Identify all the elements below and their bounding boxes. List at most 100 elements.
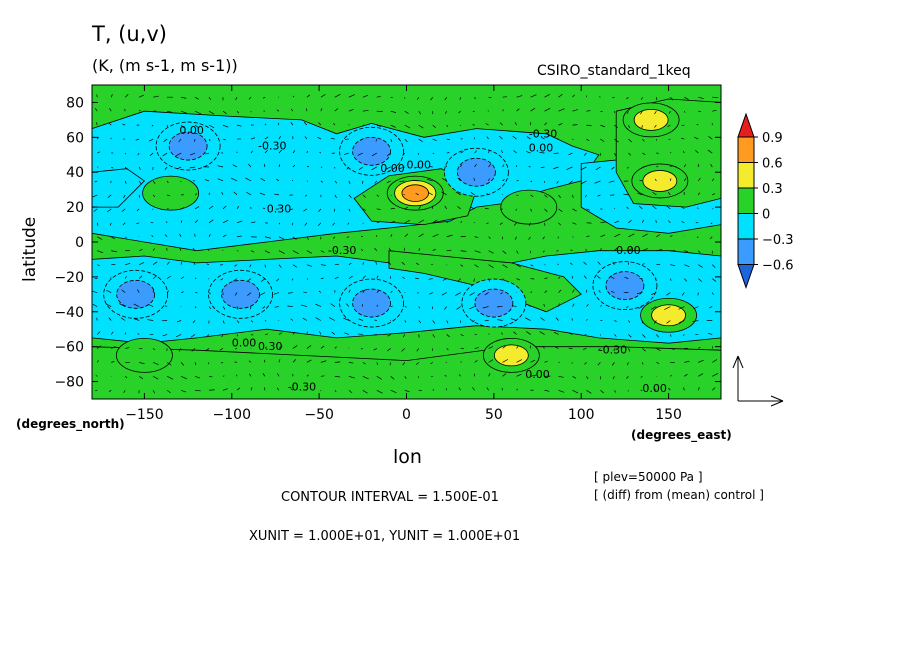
wind-vector (418, 110, 421, 115)
wind-vector (608, 180, 615, 183)
wind-vector (276, 278, 280, 282)
wind-vector (306, 374, 309, 377)
wind-vector (399, 166, 405, 170)
wind-vector (486, 193, 489, 196)
wind-vector (236, 334, 238, 337)
wind-vector (292, 250, 299, 255)
wind-vector (544, 389, 550, 392)
contour-label: 0.00 (232, 337, 257, 350)
wind-vector (488, 96, 492, 99)
wind-vector (528, 222, 531, 226)
wind-vector (642, 152, 646, 155)
wind-vector (614, 138, 619, 143)
wind-vector (485, 123, 489, 126)
wind-vector (152, 390, 156, 394)
wind-vector (194, 124, 200, 129)
wind-vector (152, 376, 159, 380)
wind-vector (711, 178, 715, 182)
wind-vector (148, 304, 154, 307)
wind-vector (390, 376, 395, 380)
wind-vector (124, 180, 127, 184)
wind-vector (260, 278, 266, 282)
wind-vector (684, 164, 687, 168)
wind-vector (474, 150, 478, 154)
wind-vector (415, 192, 419, 196)
wind-vector (530, 291, 533, 293)
wind-vector (612, 376, 615, 380)
wind-vector (167, 110, 172, 113)
x-tick-label: −150 (125, 407, 163, 423)
wind-vector (179, 233, 182, 237)
wind-vector (347, 222, 350, 225)
wind-vector (208, 205, 214, 210)
contour-feature-6-level-1 (500, 189, 558, 225)
wind-vector (474, 264, 479, 268)
colorbar-segment (737, 238, 755, 265)
wind-vector (315, 303, 322, 307)
wind-vector (446, 220, 450, 224)
colorbar-label: −0.6 (762, 259, 794, 274)
wind-vector (263, 387, 266, 391)
wind-vector (107, 194, 112, 198)
wind-vector (638, 205, 643, 210)
wind-vector (191, 348, 196, 352)
wind-vector (472, 320, 475, 323)
wind-vector (553, 152, 559, 155)
contour-feature-9-level-2 (352, 136, 391, 166)
wind-vector (459, 97, 461, 100)
wind-vector (679, 320, 685, 323)
wind-vector (334, 194, 337, 198)
wind-vector (473, 222, 475, 224)
wind-vector (445, 165, 447, 168)
wind-vector (708, 136, 713, 140)
wind-vector (166, 275, 171, 279)
contour-label: 0.00 (642, 382, 667, 395)
wind-vector (166, 180, 169, 184)
contour-label: 0.00 (616, 244, 641, 257)
wind-vector (712, 109, 717, 112)
wind-vector (488, 178, 490, 182)
wind-vector (348, 94, 355, 98)
contour-label: 0.00 (380, 162, 405, 175)
wind-vector (670, 334, 672, 337)
colorbar-segment (737, 162, 755, 189)
wind-vector (683, 150, 685, 154)
wind-vector (291, 222, 294, 226)
wind-vector (600, 247, 602, 251)
wind-vector (558, 276, 561, 279)
wind-vector (247, 292, 252, 296)
wind-vector (306, 236, 309, 240)
wind-vector (276, 109, 280, 112)
wind-vector (96, 331, 101, 335)
wind-vector (654, 320, 657, 324)
wind-vector (445, 111, 447, 114)
wind-vector (375, 261, 378, 265)
wind-vector (544, 107, 551, 112)
wind-vector (513, 222, 517, 226)
wind-vector (681, 221, 685, 224)
wind-vector (303, 291, 307, 293)
wind-vector (180, 291, 184, 293)
wind-vector (539, 331, 545, 335)
wind-vector (711, 292, 714, 295)
wind-vector (138, 109, 141, 112)
wind-vector (390, 110, 397, 113)
wind-vector (330, 137, 335, 140)
wind-vector (441, 191, 447, 196)
contour-label: -0.30 (529, 127, 557, 140)
wind-vector (712, 387, 716, 391)
wind-vector (194, 375, 201, 379)
wind-vector (390, 124, 396, 128)
wind-vector (460, 164, 462, 168)
wind-vector (222, 375, 225, 377)
wind-vector (236, 124, 242, 127)
contour-label: -0.30 (328, 244, 356, 257)
wind-vector (624, 276, 629, 279)
wind-vector (123, 390, 126, 393)
wind-vector (432, 138, 437, 142)
wind-vector (432, 389, 435, 391)
wind-vector (181, 96, 187, 99)
contour-feature-15-level-2 (605, 271, 645, 301)
wind-vector (460, 250, 467, 252)
wind-vector (208, 306, 212, 310)
